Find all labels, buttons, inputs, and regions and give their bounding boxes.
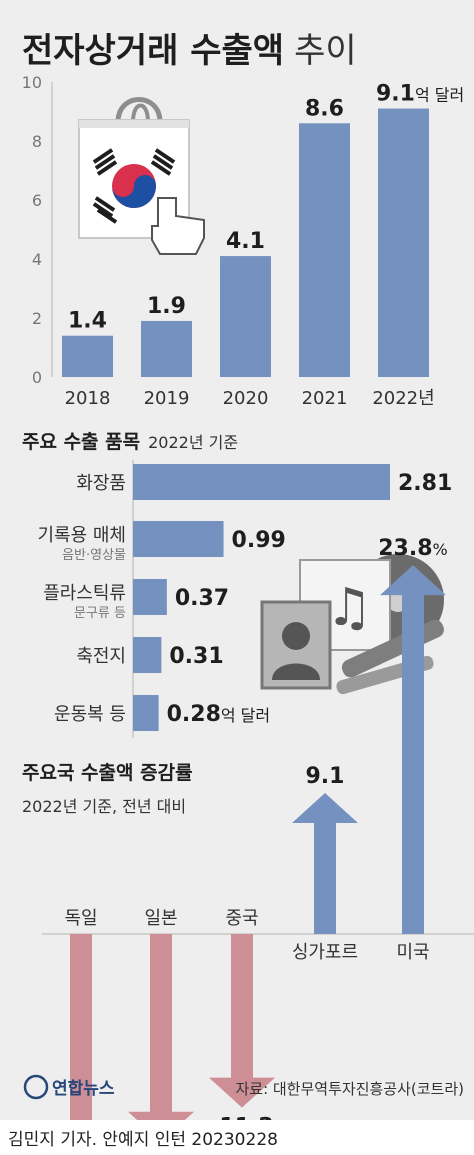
chart3-category-4: 싱가포르 xyxy=(292,942,358,963)
svg-text:♫: ♫ xyxy=(326,578,373,638)
chart1-bar-2018 xyxy=(62,335,113,377)
main-title-bold: 전자상거래 수출액 xyxy=(22,31,284,71)
chart1-bar-2019 xyxy=(141,320,192,377)
chart2-value-label-3: 0.37 xyxy=(175,586,229,611)
chart1-y-tick-4: 4 xyxy=(32,250,42,269)
chart2-unit: 억 달러 xyxy=(221,706,270,725)
chart3-value-label-3: -11.2 xyxy=(210,1115,273,1120)
main-title: 전자상거래 수출액 추이 xyxy=(22,31,357,71)
chart2-category-2: 기록용 매체 xyxy=(37,525,126,546)
chart2-value-label-2: 0.99 xyxy=(232,528,286,553)
chart2-bar-4 xyxy=(133,637,162,673)
chart1-x-label-2022: 2022년 xyxy=(372,388,434,409)
chart2-title: 주요 수출 품목 2022년 기준 xyxy=(22,431,238,453)
chart2-category-5: 운동복 등 xyxy=(54,704,126,725)
chart1-value-label-2018: 1.4 xyxy=(68,309,107,334)
chart3-arrow-5 xyxy=(380,565,446,934)
main-title-light: 추이 xyxy=(294,31,357,71)
chart1-x-label-2018: 2018 xyxy=(65,388,111,409)
infographic-panel: 전자상거래 수출액 추이 0 2 4 6 8 10 1.4 1.9 4.1 8.6 9.1억 달러 … xyxy=(0,0,474,1120)
chart1-value-label-2019: 1.9 xyxy=(147,294,186,319)
chart1-y-tick-2: 2 xyxy=(32,309,42,328)
chart2-bar-5 xyxy=(133,695,159,731)
chart3-category-1: 독일 xyxy=(64,908,97,929)
chart1-bar-2020 xyxy=(220,256,271,377)
yonhap-logo: 연합뉴스 xyxy=(23,1074,115,1100)
chart3-category-2: 일본 xyxy=(144,908,177,929)
chart3-unit: % xyxy=(433,540,448,559)
chart2-value-label-1: 2.81 xyxy=(398,471,452,496)
chart1-value-label-2021: 8.6 xyxy=(305,96,344,121)
chart2-value-label-5: 0.28억 달러 xyxy=(167,702,271,727)
chart2-category-3: 플라스틱류 xyxy=(43,583,126,604)
chart3-subtitle: 2022년 기준, 전년 대비 xyxy=(22,797,186,816)
chart3-category-3: 중국 xyxy=(225,908,258,929)
chart3-arrow-2 xyxy=(128,934,194,1120)
chart2-category-note-3: 문구류 등 xyxy=(74,606,126,621)
chart3-arrow-3 xyxy=(209,934,275,1108)
chart2-bar-1 xyxy=(133,464,390,500)
chart2-category-4: 축전지 xyxy=(76,646,126,667)
chart1-x-labels: 2018 2019 2020 2021 2022년 xyxy=(65,388,435,409)
chart2-bar-2 xyxy=(133,521,224,557)
chart1-bars: 1.4 1.9 4.1 8.6 9.1억 달러 xyxy=(62,82,464,378)
chart3-arrow-1 xyxy=(70,934,92,1120)
chart2-category-1: 화장품 xyxy=(76,473,126,494)
yonhap-logo-text: 연합뉴스 xyxy=(52,1078,115,1099)
chart1-x-label-2021: 2021 xyxy=(302,388,348,409)
chart1-bar-2021 xyxy=(299,123,350,377)
chart2-bar-3 xyxy=(133,579,167,615)
chart1-y-tick-6: 6 xyxy=(32,191,42,210)
chart1-x-label-2019: 2019 xyxy=(144,388,190,409)
chart3-value-label-4: 9.1 xyxy=(306,764,345,789)
chart1-x-label-2020: 2020 xyxy=(223,388,269,409)
byline: 김민지 기자. 안예지 인턴 20230228 xyxy=(8,1130,278,1150)
chart2-category-note-2: 음반·영상물 xyxy=(62,548,126,563)
chart1-y-ticks: 0 2 4 6 8 10 xyxy=(22,73,42,387)
chart3-category-5: 미국 xyxy=(396,942,429,963)
chart1-unit: 억 달러 xyxy=(415,86,464,105)
chart3-value-label-5: 23.8% xyxy=(378,536,447,561)
chart1-y-tick-8: 8 xyxy=(32,132,42,151)
chart3-title: 주요국 수출액 증감률 xyxy=(22,762,193,784)
chart1-bar-2022 xyxy=(378,108,429,378)
chart1-y-tick-10: 10 xyxy=(22,73,42,92)
chart2-value-label-4: 0.31 xyxy=(169,644,223,669)
source-note: 자료: 대한무역투자진흥공사(코트라) xyxy=(235,1080,464,1098)
chart1-value-label-2020: 4.1 xyxy=(226,229,265,254)
chart1-value-label-2022: 9.1억 달러 xyxy=(376,82,464,107)
shopping-bag-taegukgi-icon xyxy=(78,97,205,255)
chart3-arrow-4 xyxy=(292,792,358,934)
chart1-y-tick-0: 0 xyxy=(32,368,42,387)
